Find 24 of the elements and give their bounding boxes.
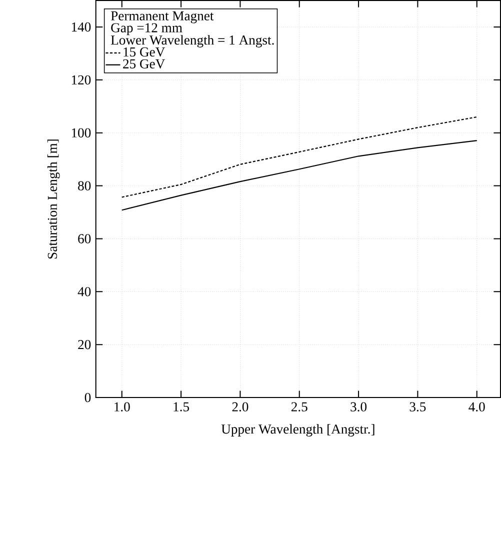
y-tick-label: 20: [78, 340, 91, 350]
legend-label: 25 GeV: [123, 59, 165, 69]
y-tick-label: 40: [78, 287, 91, 296]
x-tick-label: 3.5: [410, 402, 426, 412]
line-series: [121, 116, 478, 198]
annotation: Lower Wavelength = 1 Angst.: [110, 35, 274, 48]
x-tick-label: 4.0: [468, 402, 485, 412]
x-tick-label: 1.0: [114, 402, 130, 412]
x-axis-title: Upper Wavelength [Angstr.]: [221, 424, 374, 436]
x-tick-label: 2.5: [291, 402, 308, 412]
line-series: [121, 140, 478, 211]
y-tick-label: 80: [78, 181, 91, 190]
y-tick-label: 100: [72, 128, 91, 138]
x-tick-label: 1.5: [174, 402, 189, 412]
legend-label: 15 GeV: [124, 47, 165, 57]
y-axis-title: Saturation Length [m]: [47, 140, 60, 259]
annotation: Gap =12 mm: [111, 23, 182, 36]
y-tick-label: 140: [72, 22, 91, 32]
x-tick-label: 3.0: [350, 402, 366, 412]
y-tick-label: 120: [72, 75, 91, 85]
x-tick-label: 2.0: [232, 402, 248, 412]
annotation: Permanent Magnet: [110, 11, 214, 24]
y-tick-label: 60: [78, 234, 91, 244]
y-tick-label: 0: [84, 392, 91, 402]
